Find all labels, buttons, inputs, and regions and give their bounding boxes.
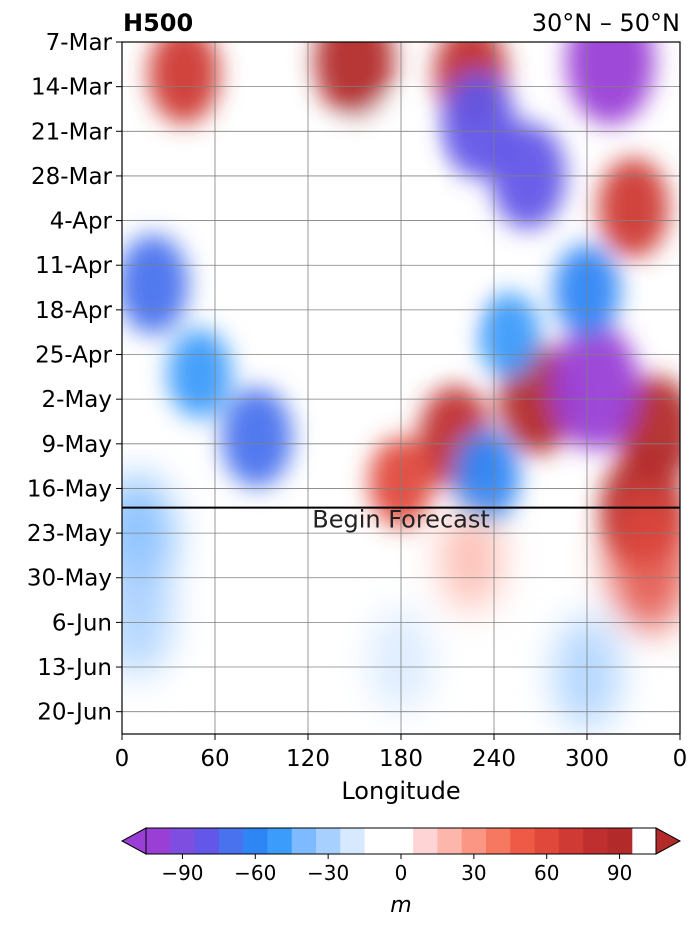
anomaly-cell bbox=[122, 234, 189, 335]
anomaly-cell bbox=[453, 429, 520, 523]
colorbar-segment bbox=[340, 828, 366, 854]
y-tick-label: 30-May bbox=[27, 566, 112, 592]
colorbar-segment bbox=[558, 828, 584, 854]
anomaly-cell bbox=[598, 158, 669, 258]
y-tick-label: 23-May bbox=[27, 521, 112, 547]
y-tick-label: 25-Apr bbox=[35, 343, 112, 369]
chart-title-right: 30°N – 50°N bbox=[532, 9, 680, 37]
anomaly-cell bbox=[221, 387, 293, 488]
colorbar-segment bbox=[364, 828, 390, 854]
colorbar-tick-label: 30 bbox=[461, 861, 486, 885]
y-tick-labels: 7-Mar 14-Mar 21-Mar 28-Mar 4-Apr 11-Apr 18-Apr… bbox=[27, 30, 122, 726]
colorbar-segment bbox=[413, 828, 439, 854]
y-tick-label: 13-Jun bbox=[37, 655, 112, 681]
colorbar-tick-label: −60 bbox=[234, 861, 276, 885]
colorbar-segment bbox=[218, 828, 244, 854]
anomaly-cell bbox=[148, 42, 220, 124]
chart-title-left: H500 bbox=[123, 9, 193, 37]
anomaly-field bbox=[122, 42, 680, 730]
x-axis-label: Longitude bbox=[341, 777, 460, 805]
y-tick-label: 7-Mar bbox=[46, 30, 113, 56]
x-tick-label: 0 bbox=[673, 746, 688, 772]
anomaly-cell bbox=[608, 485, 680, 632]
colorbar-tick-label: 60 bbox=[534, 861, 559, 885]
x-tick-labels: 0 60 120 180 240 300 0 bbox=[115, 734, 688, 772]
colorbar-tick-label: 0 bbox=[395, 861, 408, 885]
y-tick-label: 6-Jun bbox=[52, 610, 112, 636]
colorbar-extend-low bbox=[120, 827, 147, 855]
y-tick-label: 2-May bbox=[42, 387, 112, 413]
anomaly-cell bbox=[122, 556, 173, 676]
anomaly-cell bbox=[382, 230, 467, 351]
observed-anomalies bbox=[122, 42, 680, 565]
anomaly-cell bbox=[314, 42, 395, 118]
anomaly-cell bbox=[566, 42, 655, 125]
y-tick-label: 14-Mar bbox=[31, 75, 113, 101]
colorbar-segment bbox=[437, 828, 463, 854]
y-tick-label: 18-Apr bbox=[35, 298, 112, 324]
anomaly-cell bbox=[167, 328, 232, 419]
colorbar-segment bbox=[583, 828, 609, 854]
y-tick-label: 20-Jun bbox=[37, 700, 112, 726]
colorbar-segment bbox=[461, 828, 487, 854]
anomaly-cell bbox=[248, 543, 306, 638]
colorbar-tick-label: 90 bbox=[607, 861, 632, 885]
colorbar-segment bbox=[510, 828, 536, 854]
x-tick-label: 60 bbox=[200, 746, 229, 772]
x-tick-label: 180 bbox=[379, 746, 423, 772]
colorbar-segment bbox=[607, 828, 633, 854]
x-tick-label: 120 bbox=[286, 746, 330, 772]
forecast-label: Begin Forecast bbox=[312, 506, 490, 534]
y-tick-label: 9-May bbox=[42, 432, 112, 458]
colorbar-extend-high bbox=[655, 827, 682, 855]
colorbar-segment bbox=[243, 828, 269, 854]
anomaly-cell bbox=[478, 292, 541, 379]
colorbar-segment bbox=[170, 828, 196, 854]
y-tick-label: 16-May bbox=[27, 476, 112, 502]
x-tick-label: 0 bbox=[115, 746, 130, 772]
colorbar-segment bbox=[486, 828, 511, 854]
y-tick-label: 21-Mar bbox=[31, 119, 113, 145]
colorbar bbox=[120, 827, 682, 855]
x-tick-label: 300 bbox=[565, 746, 609, 772]
y-tick-label: 4-Apr bbox=[50, 209, 113, 235]
y-tick-label: 11-Apr bbox=[35, 253, 112, 279]
colorbar-segment bbox=[146, 828, 171, 854]
colorbar-segment bbox=[267, 828, 293, 854]
anomaly-cell bbox=[335, 96, 420, 217]
y-tick-label: 28-Mar bbox=[31, 164, 113, 190]
colorbar-segment bbox=[291, 828, 317, 854]
x-tick-label: 240 bbox=[472, 746, 516, 772]
colorbar-tick-labels: −90 −60 −30 0 30 60 90 bbox=[161, 854, 632, 885]
colorbar-segment bbox=[316, 828, 341, 854]
colorbar-segment bbox=[194, 828, 220, 854]
colorbar-label: m bbox=[390, 893, 411, 918]
colorbar-tick-label: −90 bbox=[161, 861, 203, 885]
colorbar-segment bbox=[388, 828, 414, 854]
colorbar-segment bbox=[534, 828, 560, 854]
colorbar-tick-label: −30 bbox=[307, 861, 349, 885]
anomaly-cell bbox=[550, 323, 639, 450]
